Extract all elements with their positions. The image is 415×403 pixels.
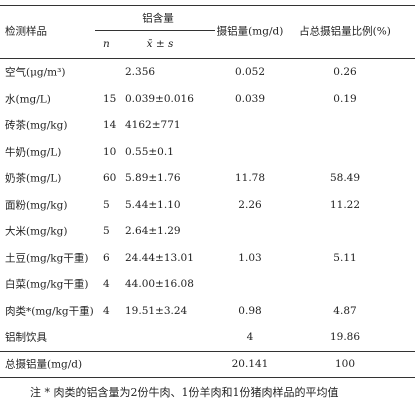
table-cell: 14 xyxy=(103,119,117,131)
rule xyxy=(0,5,415,6)
table-cell: 大米(mg/kg) xyxy=(5,225,68,238)
table-cell: 5.11 xyxy=(333,251,357,264)
table-cell: 15 xyxy=(103,92,117,105)
header-cell: 占总摄铝量比例(%) xyxy=(299,25,391,38)
header-cell: x̄ ± s xyxy=(146,38,174,50)
table-cell: 4.87 xyxy=(333,304,357,317)
rule xyxy=(95,30,215,31)
table-cell: 水(mg/L) xyxy=(5,93,51,105)
header-cell: n xyxy=(103,38,110,50)
table-cell: 2.356 xyxy=(125,66,156,78)
header-cell: 铝含量 xyxy=(142,12,174,25)
table-cell: 2.26 xyxy=(238,198,262,211)
table-cell: 白菜(mg/kg干重) xyxy=(5,278,89,291)
table-cell: 4162±771 xyxy=(125,119,181,131)
table-cell: 砖茶(mg/kg) xyxy=(5,119,68,132)
table-cell: 5 xyxy=(103,225,110,237)
table-cell: 11.78 xyxy=(234,172,266,184)
header-cell: 摄铝量(mg/d) xyxy=(216,25,284,38)
table-cell: 1.03 xyxy=(238,251,262,264)
header-cell: 检测样品 xyxy=(5,25,47,38)
table-cell: 0.98 xyxy=(238,304,262,317)
rule xyxy=(0,58,415,59)
table-cell: 4 xyxy=(103,278,110,290)
table-cell: 肉类*(mg/kg干重) xyxy=(5,305,94,317)
table-cell: 4 xyxy=(103,304,110,317)
table-cell: 0.19 xyxy=(333,92,357,105)
table-cell: 5.89±1.76 xyxy=(125,172,181,184)
table-cell: 44.00±16.08 xyxy=(125,278,194,290)
table-cell: 5 xyxy=(103,198,110,211)
table-cell: 牛奶(mg/L) xyxy=(5,146,62,158)
table-cell: 58.49 xyxy=(329,172,361,184)
table-cell: 空气(μg/m³) xyxy=(5,66,66,79)
note: 注 * 肉类的铝含量为2份牛肉、1份羊肉和1份猪肉样品的平均值 xyxy=(30,386,339,399)
table-cell: 0.55±0.1 xyxy=(125,145,174,158)
table-cell: 总摄铝量(mg/d) xyxy=(5,358,83,371)
table-cell: 2.64±1.29 xyxy=(125,225,181,237)
table-cell: 5.44±1.10 xyxy=(125,198,181,211)
rule xyxy=(0,351,415,352)
table-cell: 0.039 xyxy=(234,92,266,105)
table-cell: 土豆(mg/kg干重) xyxy=(5,252,89,264)
table-cell: 24.44±13.01 xyxy=(125,251,194,264)
table-cell: 0.039±0.016 xyxy=(125,92,194,105)
table-cell: 60 xyxy=(103,172,117,184)
table-cell: 面粉(mg/kg) xyxy=(5,199,68,211)
table-cell: 19.51±3.24 xyxy=(125,304,188,317)
table-cell: 100 xyxy=(334,358,356,370)
rule xyxy=(0,377,415,378)
table-cell: 20.141 xyxy=(231,358,269,370)
table-cell: 19.86 xyxy=(329,331,361,343)
table-cell: 11.22 xyxy=(329,198,361,211)
table-cell: 奶茶(mg/L) xyxy=(5,172,62,185)
table-cell: 4 xyxy=(246,331,254,343)
table-cell: 0.26 xyxy=(333,66,357,78)
table-cell: 10 xyxy=(103,145,117,158)
table-cell: 铝制饮具 xyxy=(5,331,47,344)
table-cell: 6 xyxy=(103,251,110,264)
table-cell: 0.052 xyxy=(234,66,266,78)
